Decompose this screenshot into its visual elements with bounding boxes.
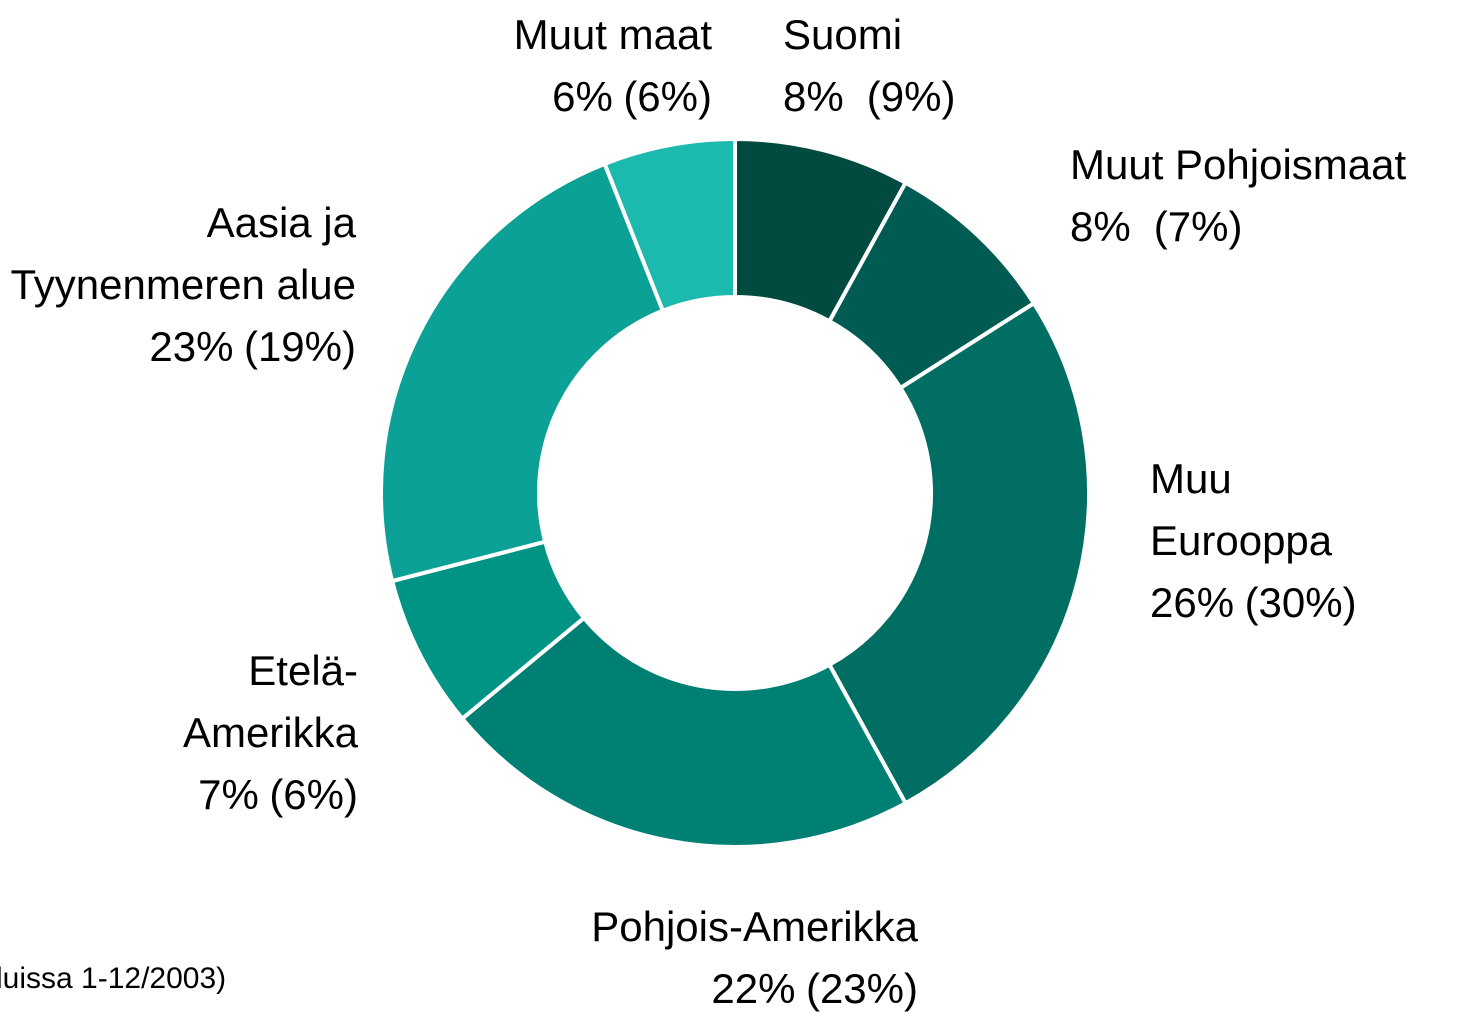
value-line: 26% (30%) xyxy=(1150,572,1357,634)
slice-label: Muut Pohjoismaat 8% (7%) xyxy=(1070,134,1470,258)
category-name: Etelä-Amerikka xyxy=(182,647,358,756)
previous-value-label: (6%) xyxy=(269,771,358,818)
value-line: 8% (7%) xyxy=(1070,196,1470,258)
value-label: 8% xyxy=(1070,203,1131,250)
value-line: 23% (19%) xyxy=(149,323,356,370)
value-label: 7% xyxy=(198,771,259,818)
donut-segment xyxy=(826,300,1091,806)
category-name: Pohjois-Amerikka xyxy=(591,903,918,950)
category-name: Muu Eurooppa xyxy=(1150,455,1333,564)
value-line: 8% (9%) xyxy=(783,66,1083,128)
slice-label: Muut maat 6% (6%) xyxy=(412,4,712,128)
previous-value-label: (19%) xyxy=(243,323,356,370)
slice-label: Muu Eurooppa 26% (30%) xyxy=(1150,448,1357,634)
footnote: luissa 1-12/2003) xyxy=(0,962,227,995)
slice-label: Pohjois-Amerikka 22% (23%) xyxy=(498,896,918,1020)
previous-value-label: (23%) xyxy=(805,965,918,1012)
value-line: 6% (6%) xyxy=(412,66,712,128)
category-name: Muut Pohjoismaat xyxy=(1070,141,1407,188)
value-label: 23% xyxy=(149,323,234,370)
previous-value-label: (6%) xyxy=(623,73,712,120)
category-name: Aasia ja Tyynenmeren alue xyxy=(10,199,356,308)
slice-label: Aasia ja Tyynenmeren alue 23% (19%) xyxy=(0,192,356,378)
value-line: 7% (6%) xyxy=(158,764,358,826)
value-label: 8% xyxy=(783,73,844,120)
category-name: Suomi xyxy=(783,11,903,58)
slice-label: Etelä-Amerikka 7% (6%) xyxy=(158,640,358,826)
category-name: Muut maat xyxy=(513,11,712,58)
donut-segment xyxy=(379,161,666,584)
slice-label: Suomi 8% (9%) xyxy=(783,4,1083,128)
value-label: 22% xyxy=(711,965,796,1012)
value-label: 26% xyxy=(1150,579,1235,626)
donut-segment xyxy=(602,136,737,314)
value-line: 22% (23%) xyxy=(498,958,918,1020)
previous-value-label: (7%) xyxy=(1153,203,1243,250)
previous-value-label: (30%) xyxy=(1244,579,1357,626)
value-label: 6% xyxy=(552,73,613,120)
previous-value-label: (9%) xyxy=(866,73,956,120)
donut-segment xyxy=(459,615,909,849)
